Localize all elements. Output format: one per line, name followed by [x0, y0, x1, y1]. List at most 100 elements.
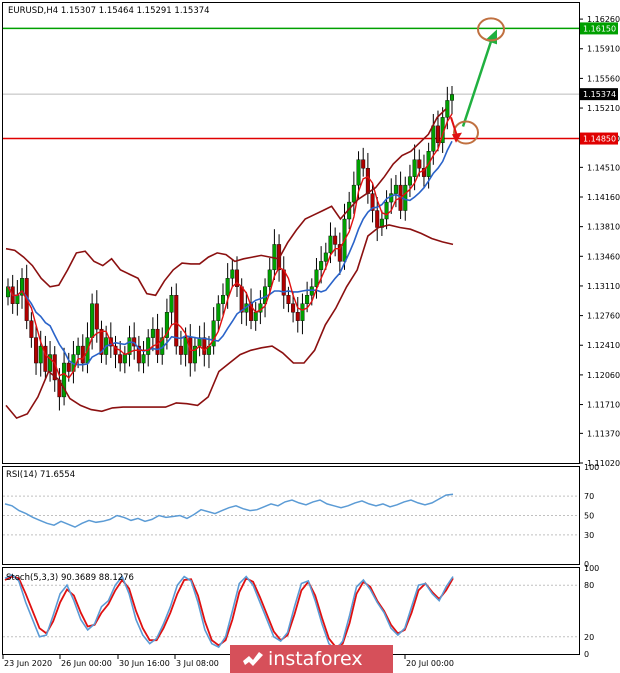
candle-body — [267, 269, 272, 287]
candle-body — [417, 159, 422, 169]
support-circle — [453, 120, 479, 145]
candle-body — [211, 320, 216, 347]
candle-body — [305, 295, 310, 304]
candle-body — [412, 159, 417, 177]
y-tick-label: 1.11710 — [587, 401, 620, 410]
y-tick-label: 1.14510 — [587, 163, 620, 172]
price-label-box — [580, 88, 618, 101]
candle-body — [300, 303, 305, 321]
y-tick-label: 1.11370 — [587, 429, 620, 438]
candle-body — [5, 286, 10, 298]
price-label: 1.16150 — [583, 24, 616, 33]
candle-body — [80, 345, 85, 364]
x-tick-label: 20 Jul 00:00 — [406, 659, 454, 668]
price-label: 1.15374 — [583, 90, 616, 99]
candle-body — [38, 345, 43, 364]
rsi-tick-label: 70 — [584, 492, 594, 501]
candle-body — [407, 176, 412, 186]
candle-body — [361, 159, 366, 169]
candle-body — [375, 210, 380, 228]
candle-body — [323, 252, 328, 262]
stoch-main-line — [4, 573, 454, 651]
stoch-title: Stoch(5,3,3) 90.3689 88.1276 — [6, 573, 134, 583]
x-tick-label: 3 Jul 08:00 — [176, 659, 219, 668]
price-label-box — [580, 22, 618, 35]
candle-body — [295, 312, 300, 321]
candle-body — [48, 354, 53, 372]
candle-body — [169, 295, 174, 313]
y-tick-label: 1.15210 — [587, 104, 620, 113]
y-tick-label: 1.11020 — [587, 459, 620, 468]
y-tick-label: 1.12760 — [587, 312, 620, 321]
price-label-box — [580, 132, 618, 145]
rsi-tick-label: 50 — [584, 512, 594, 521]
y-tick-label: 1.15910 — [587, 45, 620, 54]
stoch-tick-label: 80 — [584, 581, 594, 590]
y-tick-label: 1.14160 — [587, 193, 620, 202]
candle-body — [122, 354, 127, 364]
candle-body — [43, 345, 48, 372]
candle-body — [192, 345, 197, 364]
candle-body — [220, 295, 225, 304]
candle-body — [393, 184, 398, 194]
y-tick-label: 1.13460 — [587, 252, 620, 261]
candle-body — [431, 125, 436, 152]
candle-body — [118, 354, 123, 364]
candle-body — [314, 269, 319, 287]
y-tick-label: 1.12410 — [587, 341, 620, 350]
price-label: 1.14850 — [583, 135, 616, 144]
watermark-text: instaforex — [268, 648, 363, 670]
candle-body — [164, 312, 169, 338]
rsi-plot — [3, 493, 579, 536]
candle-body — [286, 295, 291, 304]
target-circle — [477, 17, 505, 42]
candle-body — [136, 345, 141, 364]
candle-body — [384, 201, 389, 220]
candle-body — [150, 328, 155, 338]
bollinger-lower — [5, 224, 454, 420]
candle-body — [66, 362, 71, 372]
x-tick-label: 26 Jun 00:00 — [61, 659, 112, 668]
stoch-tick-label: 100 — [584, 564, 599, 573]
candle-body — [34, 337, 39, 364]
candle-body — [445, 100, 450, 118]
candle-body — [230, 269, 235, 279]
ma-blue-line — [7, 140, 453, 366]
pullback-arrow — [450, 117, 458, 137]
stoch-signal-line — [4, 575, 454, 649]
rsi-line — [4, 493, 454, 528]
chart-header: EURUSD,H4 1.15307 1.15464 1.15291 1.1537… — [8, 6, 210, 16]
instaforex-logo-icon — [243, 652, 263, 666]
stoch-plot — [3, 573, 579, 651]
candle-body — [319, 261, 324, 271]
candle-body — [356, 159, 361, 186]
target-arrowhead — [485, 29, 497, 45]
ma-red-line — [7, 113, 453, 379]
y-tick-label: 1.16260 — [587, 15, 620, 24]
candle-body — [178, 345, 183, 355]
price-plot — [3, 17, 579, 420]
candle-body — [99, 328, 104, 355]
rsi-tick-label: 0 — [584, 560, 589, 569]
y-tick-label: 1.12060 — [587, 371, 620, 380]
candle-body — [29, 320, 34, 338]
watermark-banner: instaforex — [230, 645, 393, 673]
candle-body — [155, 328, 160, 355]
candle-body — [62, 362, 67, 398]
candle-body — [20, 278, 25, 296]
y-tick-label: 1.15560 — [587, 74, 620, 83]
candle-body — [113, 345, 118, 355]
candle-body — [90, 303, 95, 338]
stoch-tick-label: 0 — [584, 650, 589, 659]
candle-body — [235, 269, 240, 287]
candle-body — [328, 235, 333, 254]
pullback-arrowhead — [452, 132, 462, 143]
rsi-panel-frame — [2, 466, 580, 565]
y-tick-label: 1.13810 — [587, 223, 620, 232]
candle-body — [291, 303, 296, 313]
candle-body — [183, 337, 188, 355]
candle-body — [435, 125, 440, 143]
candle-body — [239, 286, 244, 313]
candle-body — [202, 337, 207, 355]
